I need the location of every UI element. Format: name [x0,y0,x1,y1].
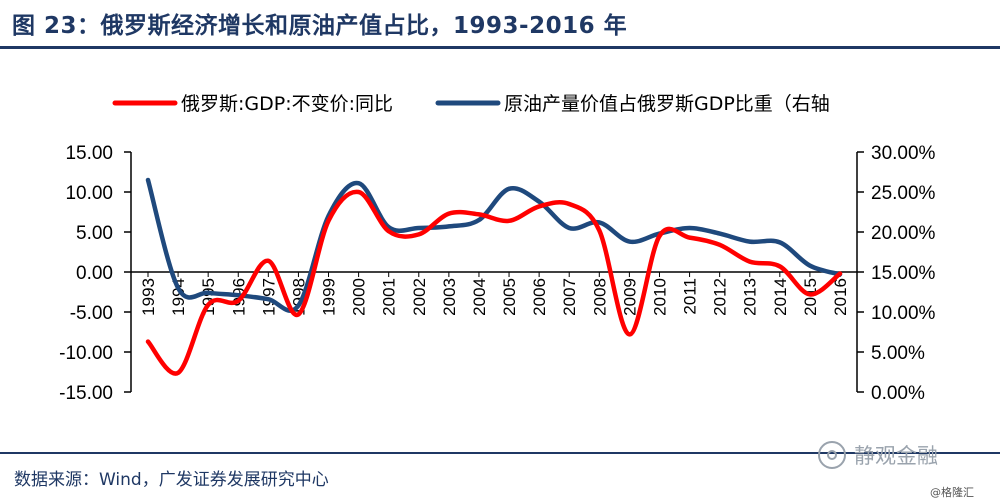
left-axis-tick-label: -5.00 [70,303,113,324]
series-point-1 [777,240,782,245]
series-point-1 [537,199,542,204]
series-point-0 [717,242,722,247]
series-point-0 [567,202,572,206]
right-axis-tick-label: 20.00% [871,223,936,244]
series-point-0 [838,271,842,276]
footer-divider [0,452,1000,454]
title-divider [0,46,1000,49]
x-axis-tick-label: 2003 [440,278,459,316]
left-axis-tick-label: 5.00 [76,223,113,244]
x-axis-tick-label: 2008 [590,278,609,316]
corner-mark: @格隆汇 [930,486,974,499]
legend-label-1: 原油产量价值占俄罗斯GDP比重（右轴 [504,93,830,115]
right-axis-tick-label: 15.00% [871,263,936,284]
series-point-1 [627,239,632,244]
series-point-0 [537,204,542,209]
series-point-1 [206,290,211,295]
series-point-1 [507,186,512,191]
x-axis-tick-label: 1993 [139,278,158,316]
x-axis-tick-label: 2011 [681,278,700,315]
series-point-0 [416,232,421,237]
watermark: 静观金融 [818,440,938,470]
series-point-1 [476,218,481,222]
series-point-0 [627,332,632,337]
right-axis-tick-label: 0.00% [871,383,925,404]
series-point-0 [597,228,602,233]
series-point-1 [416,226,421,230]
series-point-1 [356,181,361,186]
series-point-0 [446,211,451,216]
series-point-0 [206,302,211,307]
x-axis-tick-label: 1994 [169,278,188,316]
x-axis-tick-label: 2005 [500,278,519,316]
series-point-0 [326,218,331,223]
source-note: 数据来源：Wind，广发证券发展研究中心 [14,470,329,490]
series-point-0 [476,212,481,217]
x-axis-tick-label: 2006 [530,278,549,316]
x-axis-tick-label: 1997 [259,278,278,316]
series-point-1 [597,220,602,225]
x-axis-tick-label: 2013 [741,278,760,316]
x-axis-tick-label: 2015 [801,278,820,316]
series-point-0 [356,190,361,194]
x-axis-tick-label: 2016 [831,278,850,316]
right-axis-tick-label: 25.00% [871,183,936,204]
series-point-0 [266,258,271,263]
left-axis-tick-label: 10.00 [65,183,113,204]
series-point-1 [567,226,572,230]
series-point-0 [747,259,752,264]
series-point-1 [296,303,301,308]
series-point-1 [266,297,271,302]
left-axis-tick-label: 0.00 [76,263,113,284]
right-axis-tick-label: 30.00% [871,143,936,164]
x-axis-tick-label: 1995 [199,278,218,316]
left-axis-tick-label: -10.00 [59,343,113,364]
series-point-0 [507,218,512,223]
series-line-1 [145,177,843,313]
x-axis-tick-label: 2012 [711,278,730,316]
series-point-0 [777,264,782,269]
series-point-0 [386,229,391,234]
series-point-1 [717,231,722,236]
x-axis-tick-label: 2004 [470,278,489,316]
legend-label-0: 俄罗斯:GDP:不变价:同比 [181,93,393,115]
chart: 15.00 10.00 5.00 0.00 -5.00 -10.00 -15.00 30.00… [59,93,936,404]
right-axis-tick-label: 10.00% [871,303,936,324]
chart-title: 图 23：俄罗斯经济增长和原油产值占比，1993-2016 年 [12,13,628,39]
series-point-1 [176,286,181,290]
x-axis-tick-label: 2010 [650,278,669,316]
series-point-1 [146,178,150,182]
right-axis-tick-label: 5.00% [871,343,925,364]
series-point-1 [446,224,451,229]
series-point-1 [807,263,812,268]
series-point-1 [687,226,692,230]
x-axis-tick-label: 1999 [320,278,339,316]
left-axis-tick-label: 15.00 [65,143,113,164]
left-axis-tick-label: -15.00 [59,383,113,404]
series-point-0 [807,292,812,297]
series-point-0 [687,235,692,240]
x-axis-tick-label: 2014 [771,278,790,316]
series-line-0 [145,189,843,376]
x-axis-tick-label: 2001 [380,278,399,316]
series-point-0 [146,339,150,344]
x-axis-tick-label: 2000 [350,278,369,316]
wechat-logo-icon [818,441,846,469]
series-point-0 [657,234,662,238]
x-axis-tick-label: 2007 [560,278,579,316]
x-axis-tick-label: 2002 [410,278,429,316]
watermark-text: 静观金融 [854,444,938,468]
series-point-1 [747,239,752,244]
series-point-0 [236,298,241,303]
x-axis-tick-label: 2009 [620,278,639,316]
series-point-0 [176,370,181,375]
series-point-1 [236,293,241,298]
series-point-0 [296,312,301,317]
